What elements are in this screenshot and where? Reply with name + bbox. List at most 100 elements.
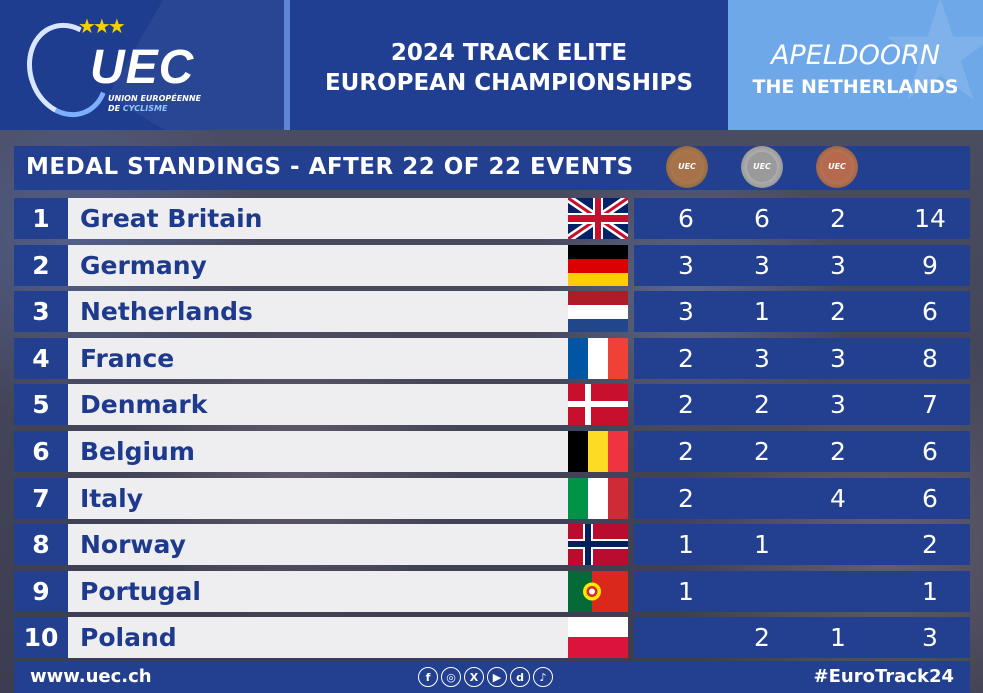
tiktok-icon[interactable]: ♪ (533, 667, 553, 687)
country-flag-icon (568, 478, 628, 519)
bronze-count: 2 (830, 204, 846, 233)
logo-subtitle-line1: UNION EUROPÉENNE (108, 94, 202, 103)
total-count: 3 (922, 623, 938, 652)
website-url: www.uec.ch (30, 666, 152, 687)
medal-counts: 6 6 2 14 (634, 198, 970, 239)
table-row: 1 Great Britain 6 6 2 14 (14, 198, 970, 239)
country-name: Norway (68, 524, 568, 565)
country-name: France (68, 338, 568, 379)
event-title: 2024 TRACK ELITE EUROPEAN CHAMPIONSHIPS (290, 38, 728, 98)
bronze-count: 3 (830, 390, 846, 419)
medal-counts: 2 2 2 6 (634, 431, 970, 472)
header: ★★★ UEC UNION EUROPÉENNE DE CYCLISME 202… (0, 0, 983, 130)
country-flag-icon (568, 617, 628, 658)
rank-cell: 3 (14, 291, 68, 332)
silver-count: 2 (754, 623, 770, 652)
rank-cell: 4 (14, 338, 68, 379)
silver-count: 1 (754, 297, 770, 326)
bronze-count: 3 (830, 344, 846, 373)
country-flag-icon (568, 291, 628, 332)
table-row: 5 Denmark 2 2 3 7 (14, 384, 970, 425)
total-count: 6 (922, 297, 938, 326)
rank-cell: 2 (14, 245, 68, 286)
medal-counts: 3 3 3 9 (634, 245, 970, 286)
rank-cell: 10 (14, 617, 68, 658)
country-name: Denmark (68, 384, 568, 425)
standings-subtitle-bar: MEDAL STANDINGS - AFTER 22 OF 22 EVENTS … (14, 146, 970, 190)
medal-counts: 2 2 3 7 (634, 384, 970, 425)
medal-counts: 1 1 2 (634, 524, 970, 565)
country-flag-icon (568, 198, 628, 239)
location-country: THE NETHERLANDS (752, 76, 959, 98)
rank-cell: 8 (14, 524, 68, 565)
country-flag-icon (568, 245, 628, 286)
total-count: 2 (922, 530, 938, 559)
gold-count: 2 (678, 390, 694, 419)
gold-count: 1 (678, 577, 694, 606)
gold-count: 3 (678, 297, 694, 326)
medal-counts: 3 1 2 6 (634, 291, 970, 332)
bronze-count: 3 (830, 251, 846, 280)
header-title-panel: 2024 TRACK ELITE EUROPEAN CHAMPIONSHIPS (290, 0, 728, 130)
bronze-count: 2 (830, 437, 846, 466)
country-name: Great Britain (68, 198, 568, 239)
total-count: 7 (922, 390, 938, 419)
medal-counts: 2 3 3 8 (634, 338, 970, 379)
bronze-count: 2 (830, 297, 846, 326)
table-row: 2 Germany 3 3 3 9 (14, 245, 970, 286)
event-title-line2: EUROPEAN CHAMPIONSHIPS (324, 70, 694, 96)
medal-counts: 2 1 3 (634, 617, 970, 658)
silver-count: 3 (754, 251, 770, 280)
table-row: 3 Netherlands 3 1 2 6 (14, 291, 970, 332)
rank-cell: 5 (14, 384, 68, 425)
country-name: Poland (68, 617, 568, 658)
silver-count: 2 (754, 437, 770, 466)
logo-subtitle-line2: DE CYCLISME (108, 104, 168, 113)
facebook-icon[interactable]: f (418, 667, 438, 687)
total-count: 9 (922, 251, 938, 280)
country-flag-icon (568, 431, 628, 472)
gold-count: 6 (678, 204, 694, 233)
table-row: 6 Belgium 2 2 2 6 (14, 431, 970, 472)
country-name: Netherlands (68, 291, 568, 332)
bronze-count: 1 (830, 623, 846, 652)
table-row: 8 Norway 1 1 2 (14, 524, 970, 565)
country-name: Belgium (68, 431, 568, 472)
gold-medal-icon: UEC (666, 146, 708, 188)
total-count: 6 (922, 437, 938, 466)
total-count: 8 (922, 344, 938, 373)
silver-count: 6 (754, 204, 770, 233)
hashtag: #EuroTrack24 (813, 666, 954, 687)
bronze-medal-icon: UEC (816, 146, 858, 188)
table-row: 9 Portugal 1 1 (14, 571, 970, 612)
gold-count: 3 (678, 251, 694, 280)
rank-cell: 7 (14, 478, 68, 519)
country-flag-icon (568, 384, 628, 425)
medal-counts: 2 4 6 (634, 478, 970, 519)
instagram-icon[interactable]: ◎ (441, 667, 461, 687)
silver-medal-icon: UEC (741, 146, 783, 188)
country-name: Italy (68, 478, 568, 519)
bronze-count: 4 (830, 484, 846, 513)
country-flag-icon (568, 524, 628, 565)
standings-subtitle: MEDAL STANDINGS - AFTER 22 OF 22 EVENTS (26, 154, 634, 180)
dailymotion-icon[interactable]: d (510, 667, 530, 687)
x-icon[interactable]: X (464, 667, 484, 687)
gold-count: 2 (678, 484, 694, 513)
table-row: 7 Italy 2 4 6 (14, 478, 970, 519)
country-flag-icon (568, 571, 628, 612)
total-count: 1 (922, 577, 938, 606)
header-location-panel: APELDOORN THE NETHERLANDS (728, 0, 983, 130)
gold-count: 2 (678, 437, 694, 466)
country-name: Portugal (68, 571, 568, 612)
gold-count: 1 (678, 530, 694, 559)
total-count: 14 (914, 204, 946, 233)
social-icons: f ◎ X ▶ d ♪ (418, 667, 553, 687)
youtube-icon[interactable]: ▶ (487, 667, 507, 687)
rank-cell: 1 (14, 198, 68, 239)
footer: www.uec.ch f ◎ X ▶ d ♪ #EuroTrack24 (14, 661, 970, 693)
location-city: APELDOORN (770, 40, 941, 71)
silver-count: 2 (754, 390, 770, 419)
rank-cell: 9 (14, 571, 68, 612)
